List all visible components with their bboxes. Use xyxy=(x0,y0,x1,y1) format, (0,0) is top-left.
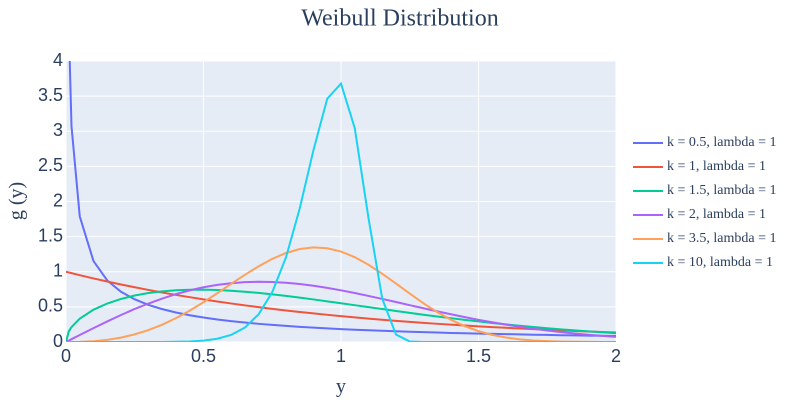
series-line xyxy=(66,246,616,342)
x-axis-title: y xyxy=(336,376,346,398)
y-tick-label: 3 xyxy=(53,120,63,140)
series-line xyxy=(66,270,616,334)
chart-title: Weibull Distribution xyxy=(301,6,498,32)
legend-label: k = 3.5, lambda = 1 xyxy=(667,231,777,246)
y-tick-label: 2.5 xyxy=(38,155,63,175)
y-axis-title: g (y) xyxy=(6,182,28,220)
y-tick-label: 4 xyxy=(53,50,63,70)
series-line xyxy=(66,81,616,342)
grid xyxy=(65,60,617,343)
legend: k = 0.5, lambda = 1 k = 1, lambda = 1 k = … xyxy=(633,135,777,270)
legend-label: k = 1, lambda = 1 xyxy=(667,159,766,174)
y-tick-label: 0.5 xyxy=(38,296,63,316)
series-line xyxy=(66,280,616,342)
y-tick-label: 1.5 xyxy=(38,225,63,245)
x-tick-label: 1 xyxy=(336,346,346,366)
x-tick-label: 0 xyxy=(61,346,71,366)
legend-label: k = 10, lambda = 1 xyxy=(667,255,773,270)
x-tick-label: 0.5 xyxy=(191,346,216,366)
y-tick-label: 2 xyxy=(53,190,63,210)
y-tick-label: 0 xyxy=(53,331,63,351)
legend-label: k = 1.5, lambda = 1 xyxy=(667,183,777,198)
x-tick-label: 1.5 xyxy=(466,346,491,366)
lines xyxy=(66,61,616,342)
legend-label: k = 2, lambda = 1 xyxy=(667,207,766,222)
legend-label: k = 0.5, lambda = 1 xyxy=(667,135,777,150)
y-tick-label: 1 xyxy=(53,261,63,281)
y-tick-label: 3.5 xyxy=(38,85,63,105)
x-tick-label: 2 xyxy=(611,346,621,366)
